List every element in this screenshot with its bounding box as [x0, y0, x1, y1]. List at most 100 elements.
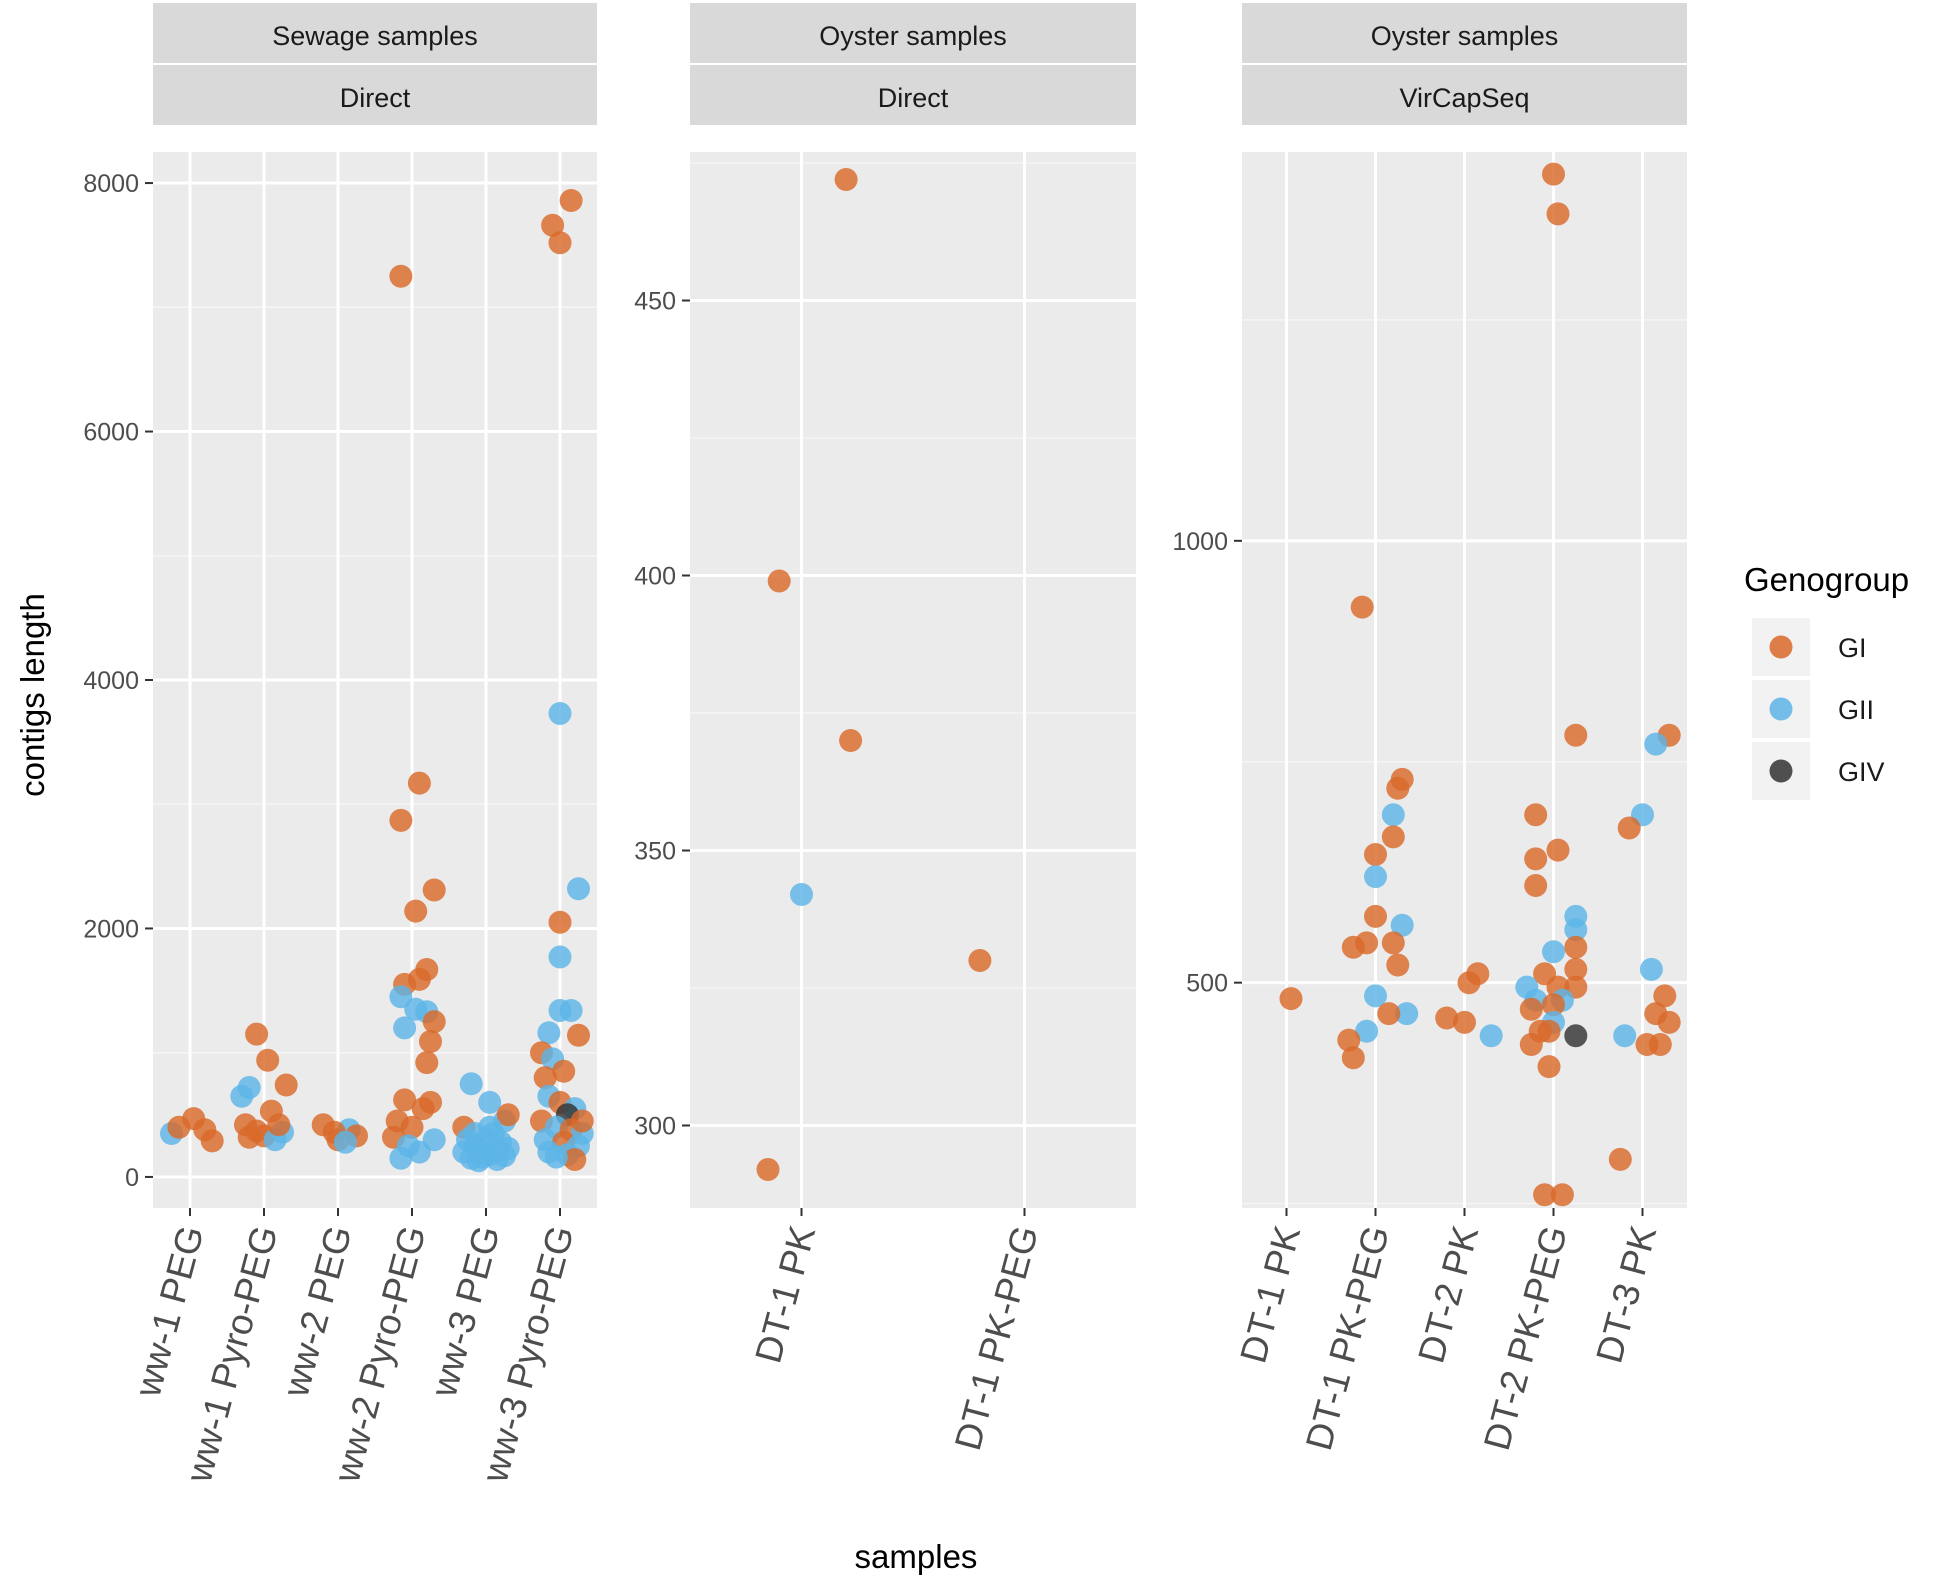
facet-panel: Oyster samples Direct 300 350 400 450 DT-1 PK D…	[634, 3, 1136, 1455]
data-point-gi	[1542, 993, 1565, 1017]
panel-background	[690, 152, 1136, 1208]
data-point-gii	[1364, 984, 1387, 1008]
data-point-gi	[1546, 202, 1570, 226]
y-axis-title: contigs length	[14, 593, 51, 797]
data-point-gi	[245, 1022, 269, 1046]
y-tick-label: 2000	[83, 915, 139, 943]
data-point-gii	[790, 883, 813, 906]
data-point-gi	[404, 899, 428, 923]
data-point-gi	[1564, 957, 1588, 981]
data-point-gi	[567, 1023, 590, 1047]
data-point-gii	[389, 1146, 413, 1170]
data-point-gii	[237, 1076, 261, 1099]
data-point-gi	[1386, 776, 1410, 800]
data-point-gii	[452, 1140, 476, 1164]
data-point-gi	[839, 729, 863, 752]
data-point-gi	[1524, 847, 1548, 871]
data-point-gi	[393, 1088, 417, 1112]
data-point-gi	[200, 1129, 224, 1153]
x-axis-title: samples	[855, 1538, 978, 1575]
data-point-gi	[389, 808, 413, 832]
data-point-gi	[1644, 1002, 1668, 1026]
data-point-gi	[563, 1148, 587, 1171]
data-point-gii	[1355, 1019, 1379, 1043]
data-point-gi	[422, 878, 446, 902]
data-point-gi	[1524, 874, 1548, 897]
data-point-gii	[1390, 913, 1414, 937]
data-point-gi	[834, 168, 858, 191]
x-tick-label: ww-3 PEG	[423, 1221, 508, 1401]
data-point-giv	[1564, 1024, 1588, 1048]
data-point-gii	[1644, 732, 1668, 756]
data-point-gii	[1395, 1002, 1419, 1026]
data-point-gii	[1564, 918, 1588, 942]
data-point-gi	[1608, 1147, 1632, 1171]
data-point-gi	[559, 189, 583, 212]
data-point-gii	[478, 1115, 502, 1139]
y-tick-label: 300	[634, 1113, 676, 1141]
x-tick-label: DT-2 PK	[1410, 1221, 1486, 1367]
facet-strip-label: Direct	[878, 83, 949, 113]
y-tick-label: 8000	[83, 170, 139, 198]
data-point-gi	[1617, 816, 1641, 840]
legend-label: GII	[1838, 695, 1874, 725]
data-point-gi	[1341, 1046, 1365, 1070]
data-point-gi	[1519, 1033, 1543, 1056]
data-point-gi	[1381, 825, 1405, 849]
data-point-gi	[1564, 723, 1588, 747]
facet-strip-label: Oyster samples	[819, 21, 1007, 51]
x-tick-label: ww-2 PEG	[275, 1221, 360, 1401]
data-point-gi	[1564, 935, 1588, 959]
data-point-gi	[570, 1109, 594, 1133]
data-point-gi	[256, 1048, 280, 1072]
legend-key-giv	[1769, 759, 1793, 783]
legend-title: Genogroup	[1744, 561, 1909, 598]
data-point-gi	[533, 1066, 557, 1090]
data-point-gi	[274, 1073, 298, 1097]
data-point-gii	[1381, 803, 1405, 827]
data-point-gi	[1542, 162, 1565, 186]
data-point-gi	[1546, 838, 1570, 862]
data-point-gi	[267, 1113, 291, 1137]
y-tick-label: 6000	[83, 419, 139, 447]
data-point-gi	[1341, 935, 1365, 959]
x-tick-label: DT-3 PK	[1588, 1221, 1664, 1367]
data-point-gii	[1364, 865, 1387, 889]
x-tick-label: DT-1 PK	[747, 1221, 823, 1367]
data-point-gi	[552, 1059, 576, 1083]
data-point-gi	[756, 1158, 780, 1181]
y-tick-label: 450	[634, 288, 676, 316]
y-tick-label: 500	[1186, 970, 1228, 998]
data-point-gii	[459, 1072, 483, 1096]
data-point-gi	[1381, 931, 1405, 955]
data-point-gii	[485, 1148, 509, 1171]
data-point-gii	[537, 1021, 561, 1045]
data-point-gi	[548, 231, 572, 255]
data-point-gi	[1364, 843, 1387, 866]
data-point-gi	[407, 771, 431, 795]
data-point-gi	[1648, 1033, 1672, 1056]
data-point-gi	[411, 1097, 435, 1121]
data-point-gi	[1279, 987, 1303, 1011]
y-tick-label: 4000	[83, 667, 139, 695]
data-point-gi	[1337, 1028, 1361, 1052]
data-point-gii	[1542, 940, 1565, 964]
data-point-gi	[541, 213, 565, 237]
data-point-gi	[400, 1115, 424, 1139]
data-point-gi	[1377, 1002, 1401, 1026]
facet-strip	[1242, 65, 1687, 125]
data-point-gi	[1519, 997, 1543, 1021]
data-point-gi	[1386, 953, 1410, 977]
data-point-gi	[1466, 962, 1490, 986]
data-point-gi	[1653, 984, 1677, 1008]
data-point-gi	[548, 910, 572, 934]
legend-label: GIV	[1838, 757, 1885, 787]
facet-strip-label: Sewage samples	[272, 21, 478, 51]
data-point-gi	[1537, 1019, 1561, 1043]
data-point-gii	[544, 1145, 568, 1169]
data-point-gi	[1533, 1183, 1557, 1207]
data-point-gi	[1350, 595, 1374, 619]
data-point-gi	[1524, 803, 1548, 827]
data-point-gii	[422, 1128, 446, 1152]
